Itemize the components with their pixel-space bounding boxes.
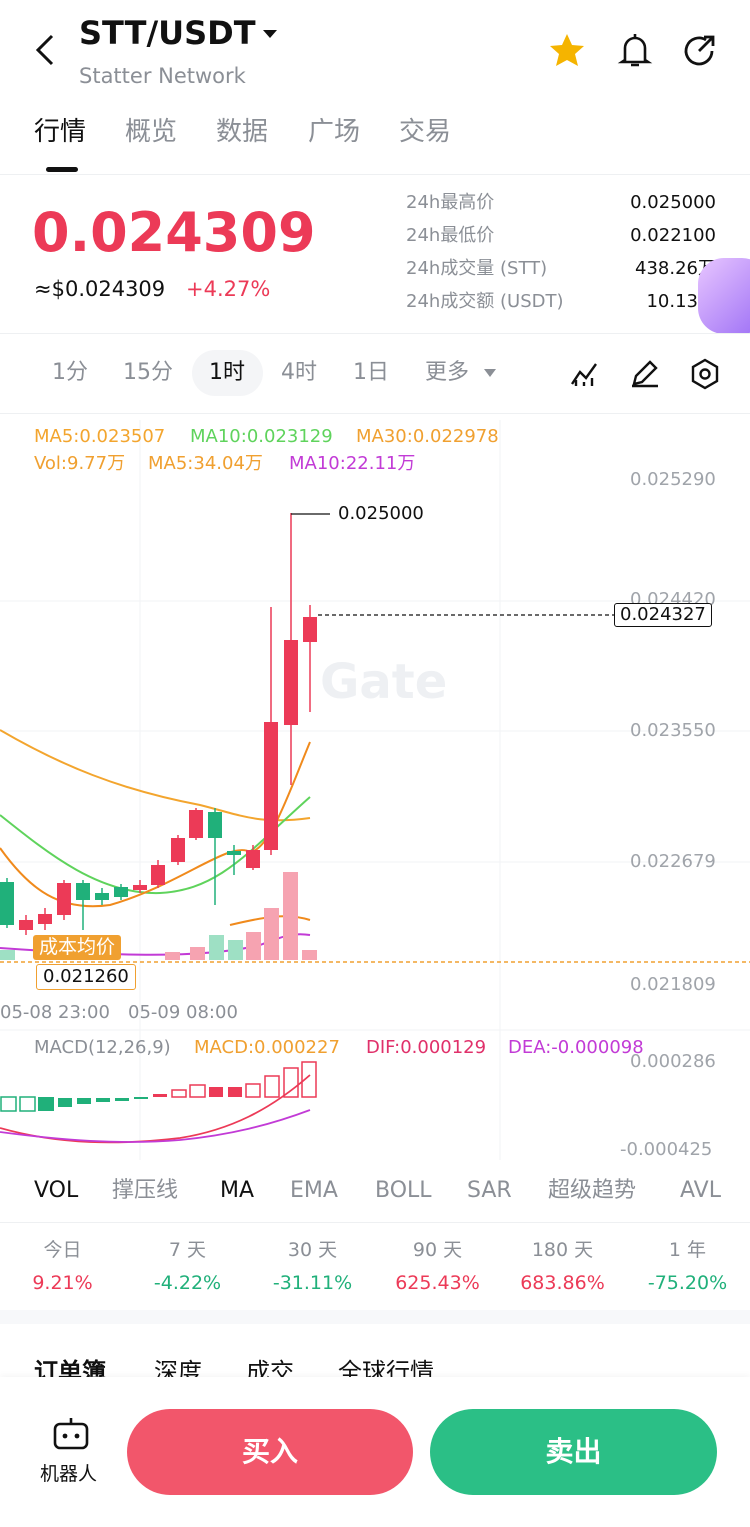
divider <box>0 333 750 334</box>
macd-axis-label: 0.000286 <box>630 1051 716 1072</box>
vol-legend: MA10:22.11万 <box>289 453 416 474</box>
last-price-label: 0.024327 <box>614 603 712 627</box>
candles <box>0 513 317 935</box>
tab[interactable]: 交易 <box>399 117 452 147</box>
stat-label: 24h成交额 (USDT) <box>406 291 564 312</box>
usd-price: ≈$0.024309 <box>34 277 166 301</box>
pair-dropdown[interactable] <box>262 28 278 40</box>
bot-label[interactable]: 机器人 <box>40 1463 98 1485</box>
macd-legend: DEA:-0.000098 <box>508 1037 644 1058</box>
period-change: -75.20% <box>647 1272 728 1294</box>
tab[interactable]: 概览 <box>125 117 178 147</box>
volume-bars <box>0 872 317 960</box>
macd-legend: DIF:0.000129 <box>366 1037 487 1058</box>
tab[interactable]: 数据 <box>216 117 269 147</box>
period-label: 90 天 <box>412 1239 463 1261</box>
macd-legend: MACD:0.000227 <box>194 1037 340 1058</box>
stat-label: 24h成交量 (STT) <box>406 258 548 279</box>
interval[interactable]: 15分 <box>123 360 173 385</box>
time-label: 05-09 08:00 <box>128 1002 238 1023</box>
vol-legend: MA5:34.04万 <box>148 453 263 474</box>
stat-label: 24h最低价 <box>406 225 495 246</box>
ma-legend: MA30:0.022978 <box>356 426 499 447</box>
indicator-tab[interactable]: AVL <box>680 1178 721 1203</box>
divider <box>0 413 750 414</box>
stat-value: 0.022100 <box>630 225 716 246</box>
interval-dropdown[interactable] <box>483 368 497 378</box>
vol-legend: Vol:9.77万 <box>34 453 126 474</box>
indicator-tab[interactable]: EMA <box>290 1178 338 1203</box>
period-label: 今日 <box>43 1239 82 1261</box>
share-button[interactable] <box>682 33 718 69</box>
interval[interactable]: 1时 <box>209 360 245 385</box>
pair-name: Statter Network <box>79 64 246 88</box>
period-change: -4.22% <box>153 1272 222 1294</box>
indicator-tab[interactable]: VOL <box>34 1178 79 1203</box>
tab[interactable]: 行情 <box>34 117 87 147</box>
draw-icon[interactable] <box>630 358 660 388</box>
interval-selected-bg <box>192 350 263 396</box>
indicator-tab[interactable]: MA <box>220 1178 255 1203</box>
period-label: 1 年 <box>668 1239 707 1261</box>
stat-value: 438.26万 <box>635 258 716 279</box>
watermark: Gate <box>320 654 447 710</box>
time-label: 05-08 23:00 <box>0 1002 110 1023</box>
period-change: 683.86% <box>520 1272 605 1294</box>
cost-value: 0.021260 <box>36 964 136 990</box>
floating-assistant[interactable] <box>698 258 750 334</box>
bot-icon[interactable] <box>52 1417 90 1451</box>
period-label: 7 天 <box>168 1239 207 1261</box>
back-button[interactable] <box>30 32 60 68</box>
indicator-tab[interactable]: BOLL <box>375 1178 432 1203</box>
price-axis-label: 0.021809 <box>630 974 716 995</box>
high-label: 0.025000 <box>338 503 424 524</box>
stat-label: 24h最高价 <box>406 192 495 213</box>
period-change: 9.21% <box>32 1272 93 1294</box>
macd-histogram <box>0 1061 317 1112</box>
interval[interactable]: 1日 <box>353 360 389 385</box>
favorite-star[interactable] <box>548 32 586 70</box>
interval[interactable]: 4时 <box>281 360 317 385</box>
indicator-tab[interactable]: 超级趋势 <box>548 1178 637 1203</box>
last-price: 0.024309 <box>32 201 316 264</box>
dea-line <box>0 1109 311 1143</box>
stat-value: 0.025000 <box>630 192 716 213</box>
pair-title[interactable]: STT/USDT <box>79 14 256 52</box>
buy-button[interactable]: 买入 <box>127 1409 413 1495</box>
indicator-tab[interactable]: SAR <box>467 1178 512 1203</box>
interval[interactable]: 更多 <box>425 360 470 385</box>
cost-tag: 成本均价 <box>33 935 122 960</box>
indicator-icon[interactable] <box>570 360 600 388</box>
price-axis-label: 0.023550 <box>630 720 716 741</box>
period-label: 180 天 <box>531 1239 594 1261</box>
tab[interactable]: 广场 <box>308 117 361 147</box>
indicator-tab[interactable]: 撑压线 <box>112 1178 179 1203</box>
divider <box>0 1222 750 1223</box>
settings-icon[interactable] <box>690 358 720 390</box>
alert-bell[interactable] <box>617 32 653 70</box>
tab-indicator <box>46 167 78 172</box>
divider <box>0 174 750 175</box>
price-axis-label: 0.025290 <box>630 469 716 490</box>
macd-axis-label: -0.000425 <box>620 1139 713 1160</box>
price-change: +4.27% <box>186 277 271 301</box>
period-label: 30 天 <box>287 1239 338 1261</box>
ma-legend: MA10:0.023129 <box>190 426 333 447</box>
ma-legend: MA5:0.023507 <box>34 426 166 447</box>
interval[interactable]: 1分 <box>52 360 88 385</box>
price-axis-label: 0.022679 <box>630 851 716 872</box>
sell-button[interactable]: 卖出 <box>430 1409 717 1495</box>
period-change: 625.43% <box>395 1272 480 1294</box>
period-change: -31.11% <box>272 1272 353 1294</box>
section-gap <box>0 1310 750 1324</box>
macd-legend: MACD(12,26,9) <box>34 1037 171 1058</box>
